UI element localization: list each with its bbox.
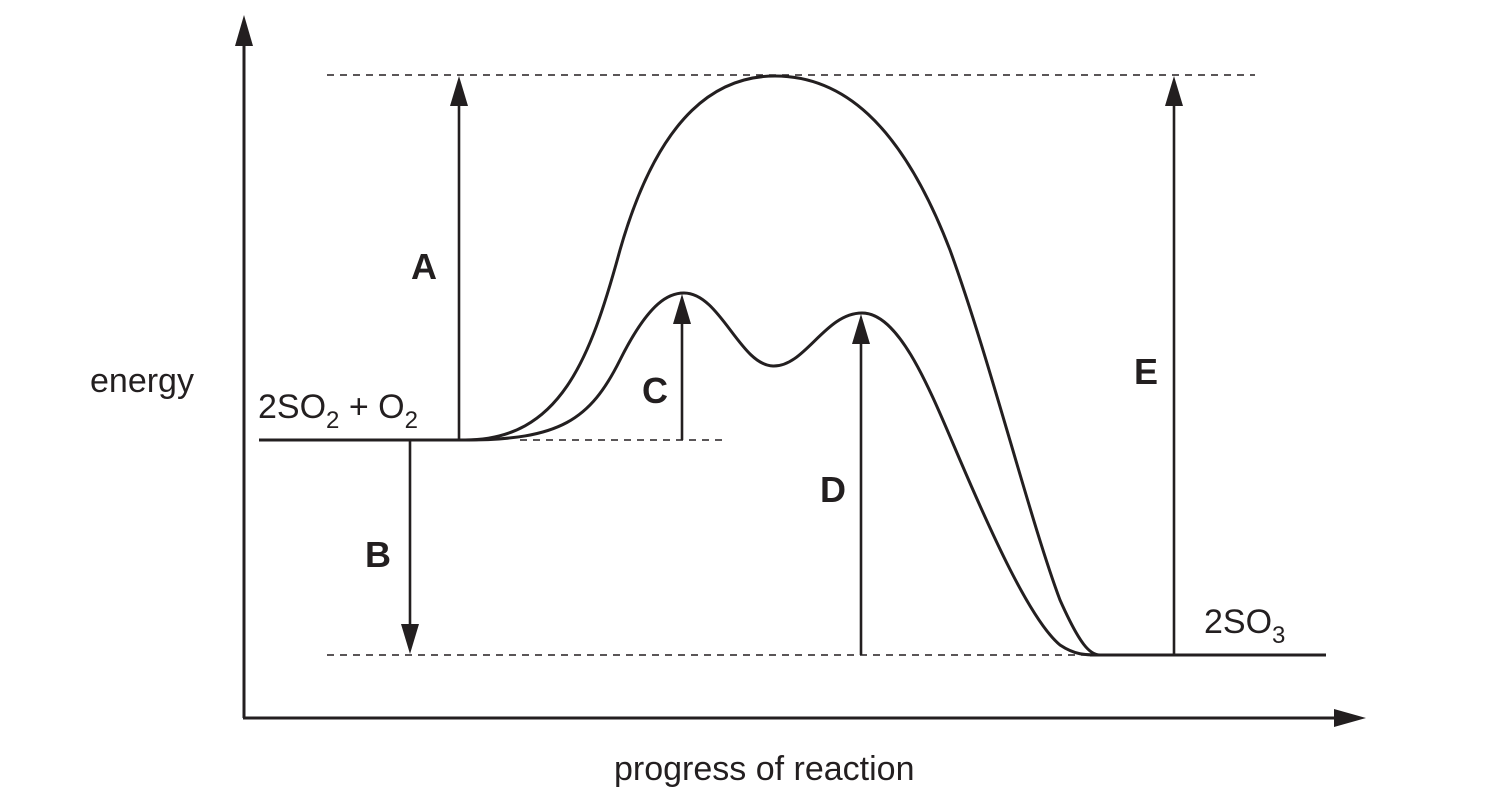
reference-lines <box>327 74 1255 656</box>
arrow-E-head <box>1165 76 1183 106</box>
products-part1: 2SO <box>1204 603 1272 641</box>
arrow-A-head <box>450 76 468 106</box>
catalysed-curve <box>464 291 1101 657</box>
label-B: B <box>365 534 391 575</box>
arrow-B-head <box>401 624 419 654</box>
label-A: A <box>411 246 437 287</box>
arrow-A <box>450 76 468 440</box>
reaction-profiles <box>464 74 1101 657</box>
energy-levels <box>259 438 1326 657</box>
products-sub1: 3 <box>1272 622 1285 649</box>
axes <box>235 15 1366 727</box>
reactants-sub2: 2 <box>405 407 418 434</box>
reactants-part1: 2SO <box>258 388 326 426</box>
label-D: D <box>820 469 846 510</box>
arrow-C-head <box>673 294 691 324</box>
arrow-B <box>401 440 419 654</box>
reactants-label: 2SO2 + O2 <box>258 388 418 434</box>
arrow-C <box>673 294 691 440</box>
arrow-D <box>852 314 870 655</box>
arrow-E <box>1165 76 1183 655</box>
products-label: 2SO3 <box>1204 603 1285 649</box>
reactants-sub1: 2 <box>326 407 339 434</box>
reactants-part2: + O <box>339 388 404 426</box>
label-C: C <box>642 370 668 411</box>
x-axis-arrowhead <box>1334 709 1366 727</box>
arrow-D-head <box>852 314 870 344</box>
y-axis-arrowhead <box>235 15 253 46</box>
label-E: E <box>1134 351 1158 392</box>
x-axis-label: progress of reaction <box>614 750 915 788</box>
y-axis-label: energy <box>90 362 194 400</box>
uncatalysed-curve <box>464 74 1101 657</box>
